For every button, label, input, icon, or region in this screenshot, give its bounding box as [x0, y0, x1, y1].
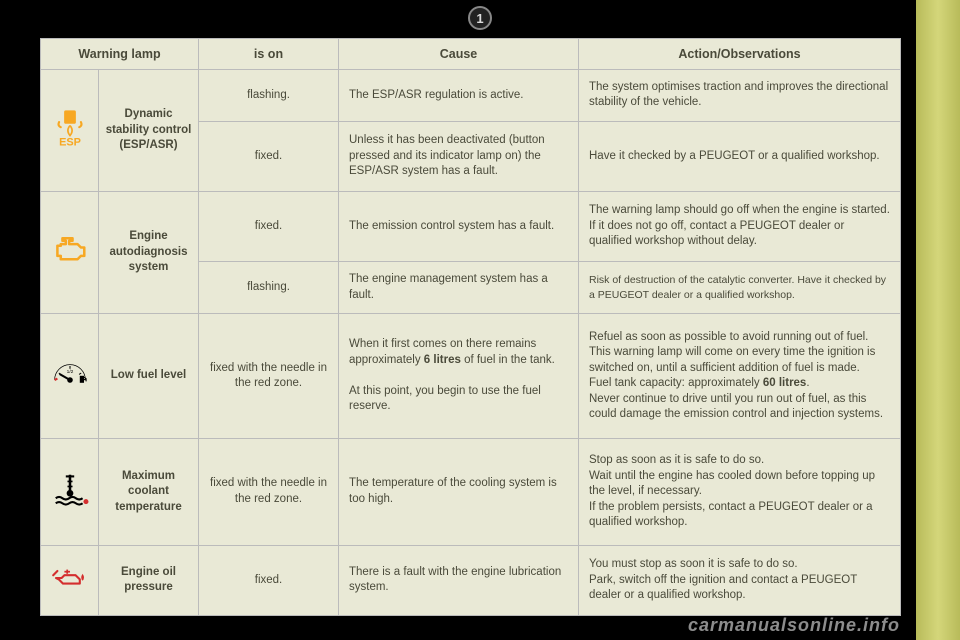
- state-cell: flashing.: [199, 262, 339, 314]
- warning-name: Dynamic stability control (ESP/ASR): [99, 70, 199, 192]
- table-row: Maximum coolant temperaturefixed with th…: [41, 439, 901, 546]
- state-cell: fixed.: [199, 192, 339, 262]
- svg-text:ESP: ESP: [59, 136, 81, 148]
- action-cell: Stop as soon as it is safe to do so.Wait…: [579, 439, 901, 546]
- action-cell: You must stop as soon it is safe to do s…: [579, 545, 901, 615]
- esp-icon: ESP: [41, 70, 99, 192]
- cause-cell: Unless it has been deactivated (button p…: [339, 121, 579, 191]
- warning-name: Maximum coolant temperature: [99, 439, 199, 546]
- table-row: 1/2 Low fuel levelfixed with the needle …: [41, 314, 901, 439]
- th-cause: Cause: [339, 39, 579, 70]
- cause-cell: When it first comes on there remains app…: [339, 314, 579, 439]
- th-action: Action/Observations: [579, 39, 901, 70]
- warning-name: Engine autodiagnosis system: [99, 192, 199, 314]
- warning-lamp-table: Warning lamp is on Cause Action/Observat…: [40, 38, 901, 616]
- action-cell: The system optimises traction and improv…: [579, 70, 901, 122]
- cause-cell: There is a fault with the engine lubrica…: [339, 545, 579, 615]
- state-cell: fixed.: [199, 545, 339, 615]
- state-cell: fixed.: [199, 121, 339, 191]
- table-row: ESP Dynamic stability control (ESP/ASR)f…: [41, 70, 901, 122]
- svg-text:1/2: 1/2: [66, 369, 73, 375]
- state-cell: flashing.: [199, 70, 339, 122]
- state-cell: fixed with the needle in the red zone.: [199, 439, 339, 546]
- table-row: Engine autodiagnosis systemfixed.The emi…: [41, 192, 901, 262]
- table-row: Engine oil pressurefixed.There is a faul…: [41, 545, 901, 615]
- action-cell: The warning lamp should go off when the …: [579, 192, 901, 262]
- content-area: Warning lamp is on Cause Action/Observat…: [40, 38, 900, 616]
- th-warning-lamp: Warning lamp: [41, 39, 199, 70]
- watermark: carmanualsonline.info: [688, 615, 900, 636]
- side-tab: INSTRUMENTS and CONTROLS: [916, 0, 960, 640]
- cause-cell: The engine management system has a fault…: [339, 262, 579, 314]
- action-cell: Risk of destruction of the catalytic con…: [579, 262, 901, 314]
- temp-icon: [41, 439, 99, 546]
- chapter-badge: 1: [468, 6, 492, 30]
- engine-icon: [41, 192, 99, 314]
- cause-cell: The emission control system has a fault.: [339, 192, 579, 262]
- th-is-on: is on: [199, 39, 339, 70]
- warning-name: Engine oil pressure: [99, 545, 199, 615]
- cause-cell: The temperature of the cooling system is…: [339, 439, 579, 546]
- action-cell: Have it checked by a PEUGEOT or a qualif…: [579, 121, 901, 191]
- warning-name: Low fuel level: [99, 314, 199, 439]
- action-cell: Refuel as soon as possible to avoid runn…: [579, 314, 901, 439]
- state-cell: fixed with the needle in the red zone.: [199, 314, 339, 439]
- cause-cell: The ESP/ASR regulation is active.: [339, 70, 579, 122]
- fuel-icon: 1/2: [41, 314, 99, 439]
- oil-icon: [41, 545, 99, 615]
